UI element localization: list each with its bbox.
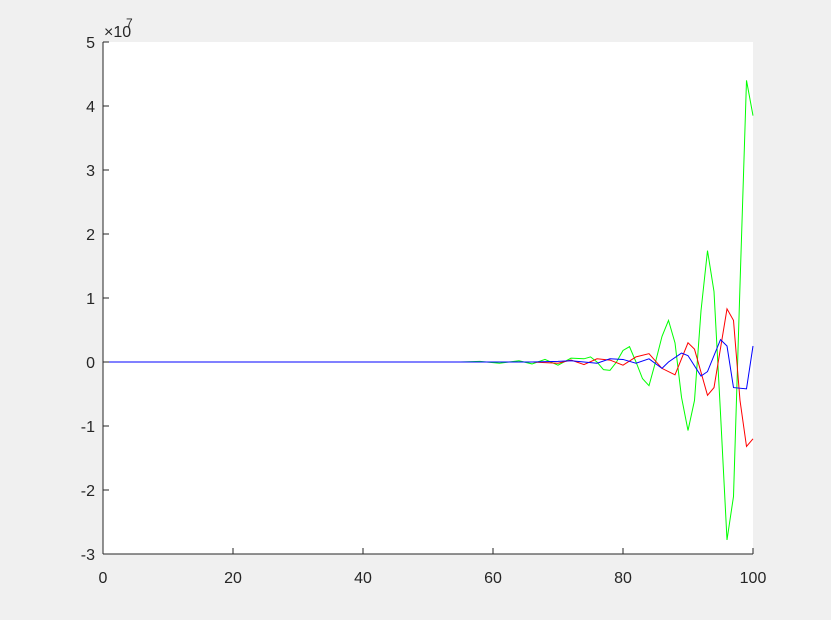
y-tick-label: -1 [81, 419, 95, 436]
green-series-line [103, 80, 754, 540]
y-exponent-label: ×10 7 [104, 16, 133, 41]
red-series-line [103, 307, 754, 448]
x-tick-label: 0 [99, 570, 108, 587]
plot-area [103, 42, 753, 554]
y-tick-label: 0 [86, 355, 95, 372]
y-tick-label: 4 [86, 99, 95, 116]
y-exponent-power: 7 [126, 16, 133, 30]
series-layer [103, 80, 754, 540]
y-exponent-base: ×10 [104, 24, 131, 41]
x-tick-label: 20 [224, 570, 242, 587]
y-tick-label: -3 [81, 547, 95, 564]
x-tick-label: 40 [354, 570, 372, 587]
x-tick-label: 80 [614, 570, 632, 587]
y-tick-label: 2 [86, 227, 95, 244]
y-tick-label: 1 [86, 291, 95, 308]
y-tick-label: 3 [86, 163, 95, 180]
y-tick-label: -2 [81, 483, 95, 500]
y-tick-label: 5 [86, 35, 95, 52]
x-tick-label: 60 [484, 570, 502, 587]
x-tick-label: 100 [740, 570, 767, 587]
ticks: 0 20 40 60 80 100 -3 -2 -1 0 1 2 3 4 5 [81, 35, 767, 587]
blue-series-line [103, 338, 754, 390]
